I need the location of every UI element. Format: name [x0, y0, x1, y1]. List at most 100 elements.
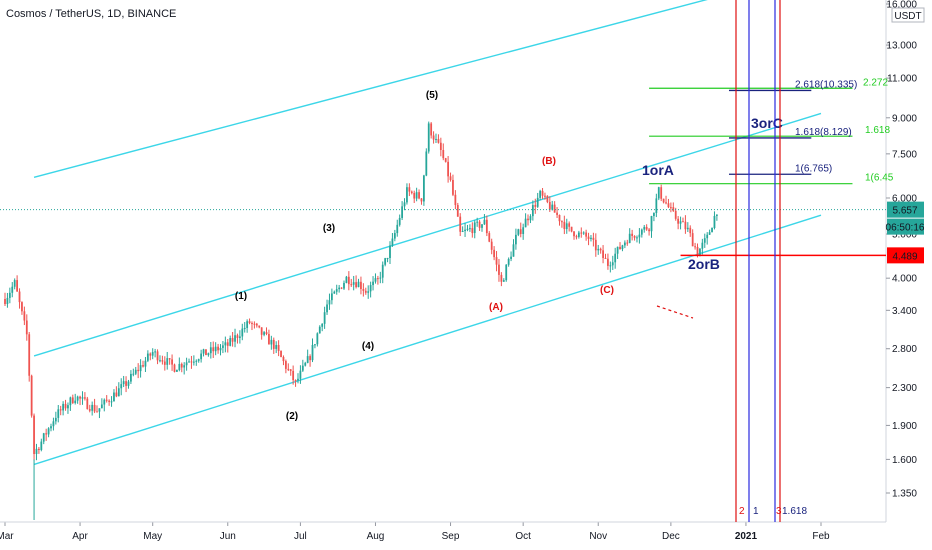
- candle-body: [631, 233, 634, 236]
- candle-body: [35, 448, 38, 455]
- candle-body: [352, 282, 355, 285]
- candle-body: [62, 403, 65, 411]
- candle-body: [255, 323, 258, 326]
- candle-body: [580, 232, 583, 234]
- candle-body: [473, 222, 476, 234]
- candle-body: [597, 248, 600, 251]
- candle-body: [657, 187, 660, 199]
- candle-body: [122, 381, 125, 385]
- candle-body: [364, 290, 367, 293]
- candle-body: [79, 396, 81, 399]
- candle-body: [669, 207, 672, 209]
- candle-body: [376, 278, 379, 280]
- candle-body: [200, 353, 203, 360]
- candle-body: [493, 249, 496, 258]
- candle-body: [209, 347, 212, 354]
- candle-body: [360, 281, 362, 290]
- candle-body: [398, 217, 401, 225]
- time-axis[interactable]: Mar Apr May Jun Jul Aug Sep Oct Nov Dec 2021 Feb: [0, 522, 830, 542]
- candle-body: [619, 246, 621, 250]
- candle-body: [422, 175, 425, 202]
- candle-body: [420, 198, 423, 202]
- candle-body: [154, 351, 157, 353]
- candle-body: [156, 351, 159, 361]
- candle-body: [270, 339, 273, 345]
- candle-body: [28, 334, 31, 376]
- time-tick-label: Oct: [515, 531, 531, 542]
- candle-body: [47, 428, 50, 435]
- price-tick-label: 3.400: [892, 306, 917, 317]
- candle-body: [505, 264, 508, 281]
- candle-body: [318, 326, 321, 334]
- price-tick-label: 13.000: [886, 41, 917, 52]
- fib-green-label-2272: 2.272: [863, 77, 888, 88]
- label-3orc: 3orC: [751, 115, 783, 131]
- candle-body: [485, 219, 488, 234]
- candle-body: [570, 226, 573, 232]
- currency-badge[interactable]: [891, 7, 925, 23]
- candle-body: [163, 361, 166, 365]
- candle-body: [207, 353, 210, 356]
- time-tick-label: Aug: [367, 531, 385, 542]
- candle-body: [108, 400, 111, 402]
- candle-body: [338, 287, 341, 290]
- candle-body: [183, 365, 186, 368]
- candle-body: [418, 192, 420, 199]
- candle-body: [50, 426, 52, 429]
- candle-body: [703, 238, 706, 243]
- candle-body: [178, 363, 181, 370]
- candle-body: [403, 202, 406, 207]
- candle-body: [350, 284, 353, 286]
- candle-body: [243, 327, 246, 329]
- candle-body: [519, 229, 522, 234]
- candle-body: [347, 276, 350, 285]
- candle-body: [272, 339, 275, 349]
- label-1ora: 1orA: [642, 162, 674, 178]
- candle-body: [86, 398, 89, 410]
- channel-upper-line: [33, 0, 708, 179]
- candle-body: [57, 409, 60, 418]
- candle-body: [427, 123, 430, 152]
- wave-label-w5: (5): [426, 90, 438, 101]
- candle-body: [393, 233, 396, 239]
- candle-body: [280, 350, 282, 357]
- candle-body: [159, 360, 161, 362]
- candle-body: [456, 205, 459, 217]
- candle-body: [185, 362, 188, 366]
- candle-body: [621, 245, 624, 250]
- price-axis[interactable]: 16.000 13.000 11.000 9.000 7.500 6.000 5.000 4.…: [886, 0, 917, 500]
- candle-body: [33, 415, 35, 455]
- vline-label-3: 3: [776, 506, 782, 517]
- candle-body: [715, 214, 718, 216]
- candle-body: [396, 224, 399, 234]
- price-tick-label: 9.000: [892, 113, 917, 124]
- candle-body: [389, 245, 391, 259]
- candle-body: [120, 384, 123, 389]
- candle-body: [217, 346, 219, 351]
- candle-body: [326, 304, 328, 313]
- candle-body: [556, 212, 558, 215]
- candle-body: [653, 213, 655, 217]
- candle-body: [512, 244, 515, 257]
- candle-body: [461, 231, 464, 233]
- candle-body: [335, 289, 338, 292]
- candle-body: [115, 392, 118, 397]
- price-tick-label: 5.000: [892, 230, 917, 241]
- candle-body: [345, 276, 348, 283]
- candle-body: [684, 221, 687, 230]
- time-tick-label: Nov: [589, 531, 607, 542]
- candle-body: [142, 365, 144, 367]
- candle-body: [534, 205, 537, 207]
- candle-body: [234, 335, 236, 342]
- candle-body: [241, 328, 244, 337]
- candle-body: [645, 226, 648, 230]
- candle-body: [23, 311, 26, 321]
- candle-body: [125, 381, 127, 386]
- candle-body: [471, 228, 474, 234]
- candle-body: [88, 409, 91, 411]
- candle-body: [54, 417, 57, 422]
- candle-body: [694, 246, 696, 248]
- candle-body: [488, 233, 491, 242]
- candle-body: [21, 302, 23, 312]
